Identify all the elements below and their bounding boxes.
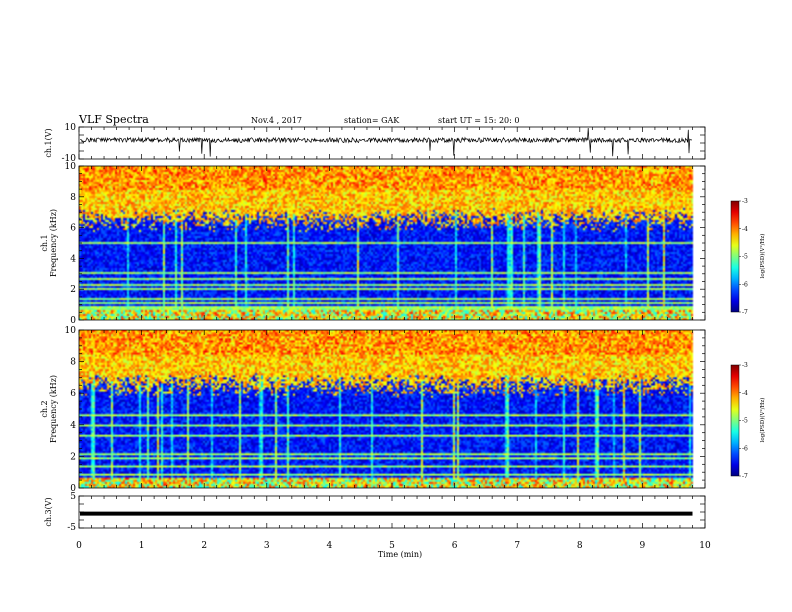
ch1-cb-tick-m4: -4	[742, 226, 748, 233]
ch2-freq-tick-10: 10	[65, 326, 77, 336]
ch2-spectrogram-image	[79, 330, 705, 488]
ch2-cb-tick-m3: -3	[742, 362, 748, 369]
ch1-waveform-ylabel: ch.1(V)	[44, 128, 53, 157]
ch2-spectrogram-ticks	[78, 329, 706, 489]
ch1-ytick-bottom: -10	[62, 154, 77, 164]
ch1-spectrogram-ylabel: ch.1Frequency (kHz)	[40, 209, 58, 277]
ch1-freq-tick-0: 0	[70, 316, 76, 326]
start-time-label: start UT = 15: 20: 0	[438, 116, 519, 125]
ch2-freq-tick-6: 6	[70, 389, 76, 399]
ch1-waveform-trace	[80, 127, 693, 157]
ch2-freq-tick-0: 0	[70, 484, 76, 494]
date-label: Nov.4 , 2017	[251, 116, 302, 125]
ch1-colorbar-label: log(PSD)(V²/Hz)	[759, 234, 766, 279]
ch2-cb-tick-m5: -5	[742, 418, 748, 425]
ch1-waveform-panel: 10 -10 ch.1(V)	[44, 123, 706, 164]
ch1-freq-tick-4: 4	[70, 254, 76, 264]
ch1-colorbar-ticks	[739, 200, 741, 313]
ch1-ytick-top: 10	[65, 123, 77, 133]
ch3-ytick-top: 5	[70, 492, 76, 502]
ch1-cb-tick-m5: -5	[742, 254, 748, 261]
ylabel-line: ch.2	[40, 400, 49, 417]
ch1-freq-tick-10: 10	[65, 162, 77, 172]
ch3-waveform-ylabel: ch.3(V)	[44, 497, 53, 526]
ch2-colorbar	[730, 364, 740, 477]
time-tick-8: 8	[577, 541, 583, 551]
ch2-spectrogram-panel: 0 2 4 6 8 10 ch.2Frequency (kHz) -3 -4 -…	[40, 326, 766, 494]
ch1-spectrogram-image	[79, 166, 705, 320]
time-tick-2: 2	[201, 541, 207, 551]
ch1-spectrogram-ticks	[78, 165, 706, 321]
time-tick-4: 4	[327, 541, 333, 551]
ch2-colorbar-ticks	[739, 364, 741, 477]
ch2-colorbar-ticklabels: -3 -4 -5 -6 -7	[742, 362, 748, 480]
ch2-freq-tick-2: 2	[70, 452, 76, 462]
station-label: station= GAK	[344, 116, 400, 125]
ch1-cb-tick-m7: -7	[742, 309, 748, 316]
ch1-spectrogram-panel: 0 2 4 6 8 10 ch.1Frequency (kHz) -3 -4 -…	[40, 162, 766, 326]
time-tick-7: 7	[514, 541, 520, 551]
ch3-waveform-ticks	[78, 495, 706, 529]
time-tick-3: 3	[264, 541, 270, 551]
ylabel-line: Frequency (kHz)	[49, 209, 58, 277]
figure-title: VLF Spectra	[78, 113, 149, 126]
time-tick-9: 9	[640, 541, 646, 551]
ch1-colorbar-ticklabels: -3 -4 -5 -6 -7	[742, 198, 748, 316]
ch1-colorbar	[730, 200, 740, 313]
time-axis-label: Time (min)	[378, 550, 422, 559]
time-tick-5: 5	[389, 541, 395, 551]
time-axis-ticklabels: 0 1 2 3 4 5 6 7 8 9 10	[76, 541, 711, 551]
ch2-freq-tick-8: 8	[70, 358, 76, 368]
ch1-freq-tick-6: 6	[70, 224, 76, 234]
ch3-ytick-bottom: -5	[67, 523, 76, 533]
ch2-cb-tick-m7: -7	[742, 473, 748, 480]
ch1-waveform-ticks	[78, 126, 706, 160]
ch1-cb-tick-m6: -6	[742, 281, 748, 288]
time-tick-1: 1	[139, 541, 145, 551]
ch2-spectrogram-yticklabels: 0 2 4 6 8 10	[65, 326, 77, 494]
ch1-freq-tick-8: 8	[70, 193, 76, 203]
ylabel-line: ch.1	[40, 234, 49, 251]
ch2-freq-tick-4: 4	[70, 421, 76, 431]
ch1-cb-tick-m3: -3	[742, 198, 748, 205]
ch2-spectrogram-ylabel: ch.2Frequency (kHz)	[40, 375, 58, 443]
ch2-cb-tick-m6: -6	[742, 445, 748, 452]
ch1-freq-tick-2: 2	[70, 285, 76, 295]
time-tick-0: 0	[76, 541, 82, 551]
time-tick-6: 6	[452, 541, 458, 551]
ch2-colorbar-label: log(PSD)(V²/Hz)	[759, 398, 766, 443]
ch3-waveform-panel: 5 -5 ch.3(V)	[44, 492, 706, 533]
ch2-cb-tick-m4: -4	[742, 390, 748, 397]
ylabel-line: Frequency (kHz)	[49, 375, 58, 443]
time-tick-10: 10	[699, 541, 711, 551]
ch1-spectrogram-yticklabels: 0 2 4 6 8 10	[65, 162, 77, 326]
